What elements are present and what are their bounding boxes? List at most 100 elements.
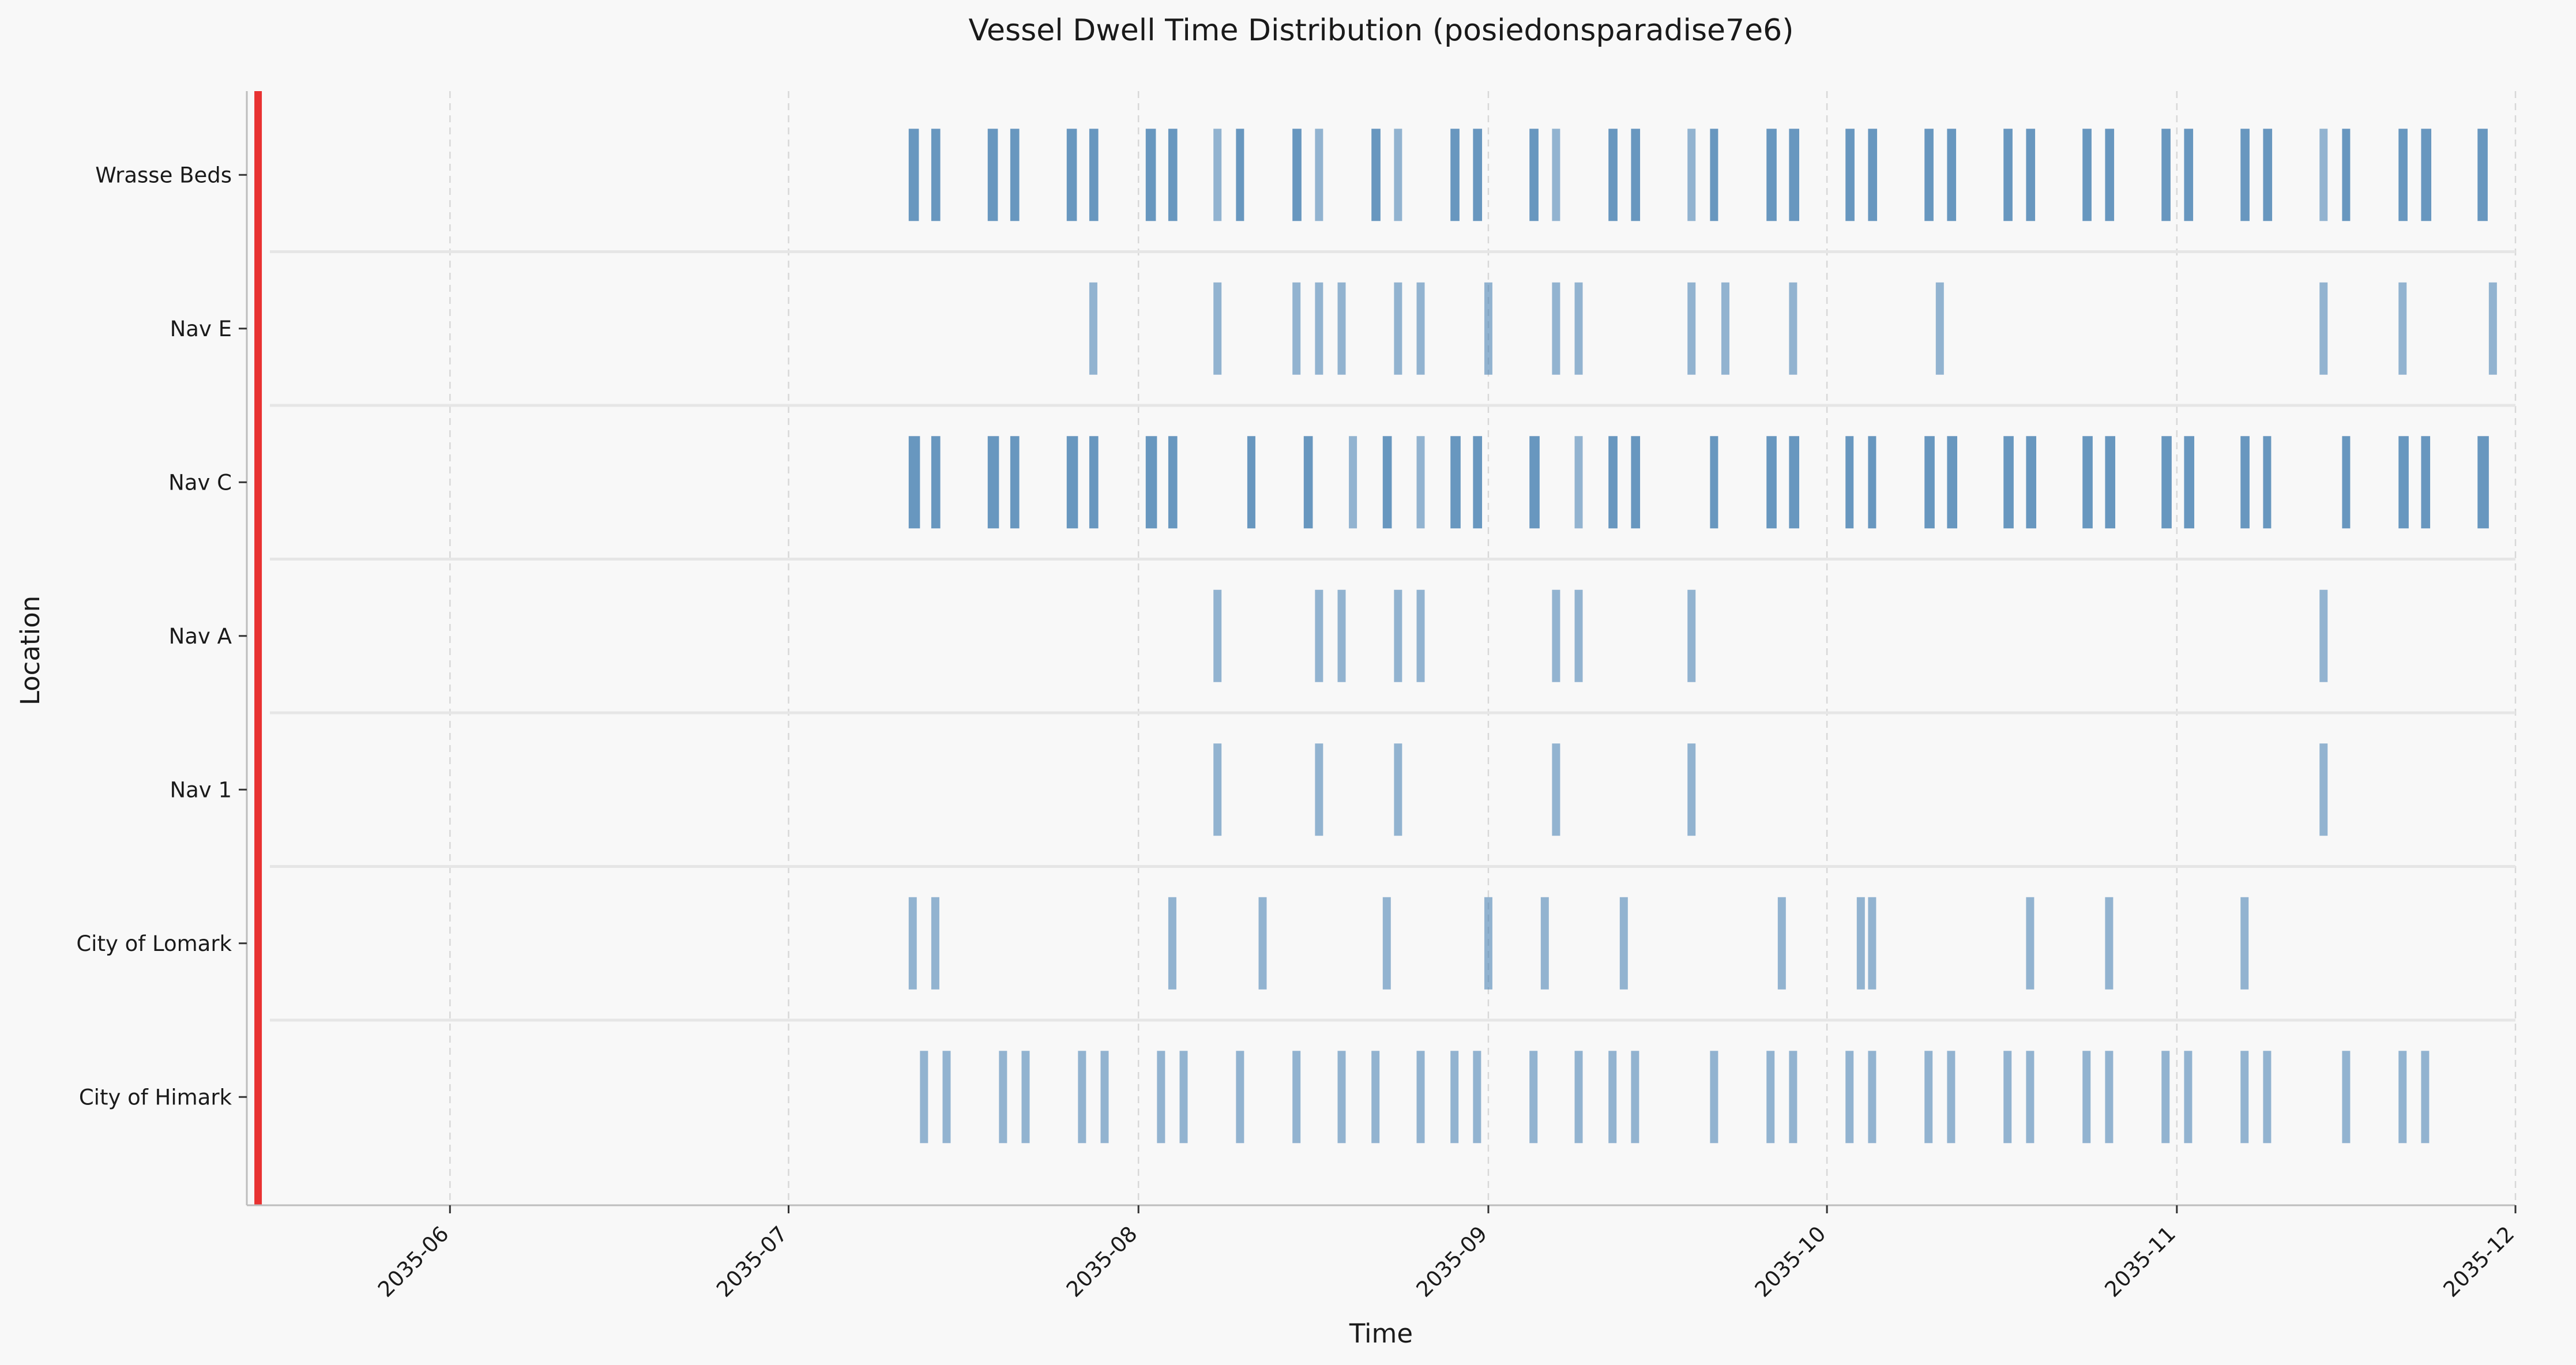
dwell-bar	[1574, 1051, 1583, 1144]
dwell-bar	[2398, 282, 2407, 375]
dwell-bar	[2240, 1051, 2249, 1144]
x-tick-label: 2035-12	[2439, 1221, 2519, 1302]
y-tick-label: Nav A	[169, 624, 232, 649]
dwell-bar	[2184, 436, 2195, 529]
dwell-bar	[1315, 743, 1323, 836]
dwell-bar	[1213, 589, 1222, 682]
dwell-bar	[1924, 1051, 1933, 1144]
dwell-bar	[1789, 282, 1797, 375]
dwell-bar	[1473, 436, 1483, 529]
dwell-bar	[2161, 129, 2171, 221]
dwell-bar	[1540, 897, 1549, 990]
dwell-bar	[1766, 129, 1777, 221]
dwell-bar	[2398, 129, 2408, 221]
dwell-bar	[908, 436, 920, 529]
dwell-bar	[2003, 436, 2014, 529]
dwell-bar	[1529, 1051, 1538, 1144]
dwell-bar	[2082, 129, 2092, 221]
dwell-bar	[1777, 897, 1786, 990]
dwell-bar	[2342, 436, 2351, 529]
x-tick-label: 2035-08	[1062, 1221, 1142, 1302]
dwell-bar	[1845, 129, 1855, 221]
dwell-bar	[1292, 1051, 1301, 1144]
dwell-bar	[2240, 129, 2250, 221]
x-tick-labels: 2035-06 2035-07 2035-08 2035-09 2035-10 2035-…	[373, 1205, 2519, 1302]
dwell-bar	[1258, 897, 1267, 990]
dwell-bar	[2003, 129, 2013, 221]
dwell-bar	[1157, 1051, 1165, 1144]
dwell-bar	[1619, 897, 1628, 990]
dwell-bar	[2026, 897, 2035, 990]
dwell-bar	[1168, 436, 1178, 529]
dwell-bar	[2082, 436, 2093, 529]
dwell-bar	[2263, 1051, 2272, 1144]
axes	[246, 91, 2515, 1206]
dwell-bar	[1315, 282, 1323, 375]
dwell-bar	[1924, 436, 1935, 529]
dwell-bar	[1337, 1051, 1346, 1144]
dwell-bar	[1382, 897, 1391, 990]
dwell-bar	[1236, 129, 1244, 221]
dwell-bar	[1721, 282, 1729, 375]
dwell-bar	[1315, 589, 1323, 682]
dwell-bar	[1766, 436, 1777, 529]
dwell-bar	[1371, 129, 1381, 221]
dwell-bar	[1552, 743, 1560, 836]
dwell-bar	[1010, 129, 1020, 221]
dwell-bar	[1687, 282, 1696, 375]
dwell-bar	[1416, 1051, 1425, 1144]
dwell-bar	[1789, 1051, 1797, 1144]
dwell-bar	[1213, 743, 1222, 836]
dwell-bar	[1529, 129, 1539, 221]
dwell-bar	[1868, 436, 1876, 529]
dwell-bar	[1315, 129, 1323, 221]
y-tick-labels: City of Himark City of Lomark Nav 1 Nav A Na…	[76, 163, 247, 1110]
dwell-bar	[999, 1051, 1007, 1144]
dwell-bar	[1292, 282, 1301, 375]
dwell-bar	[1100, 1051, 1109, 1144]
dwell-bar	[2240, 897, 2249, 990]
dwell-bar	[2105, 1051, 2114, 1144]
dwell-bar	[1710, 1051, 1718, 1144]
y-tick-label: Wrasse Beds	[95, 163, 232, 187]
dwell-bar	[1947, 436, 1958, 529]
dwell-bar	[908, 129, 919, 221]
dwell-bars	[908, 129, 2497, 1144]
dwell-bar	[1292, 129, 1302, 221]
dwell-bar	[1710, 129, 1718, 221]
dwell-bar	[2342, 1051, 2351, 1144]
dwell-bar	[2319, 129, 2328, 221]
dwell-bar	[920, 1051, 928, 1144]
dwell-bar	[1687, 743, 1696, 836]
dwell-bar	[1078, 1051, 1086, 1144]
dwell-bar	[1608, 1051, 1617, 1144]
dwell-bar	[2240, 436, 2250, 529]
dwell-bar	[2161, 436, 2172, 529]
dwell-bar	[2026, 1051, 2035, 1144]
grid-lines	[449, 91, 2517, 1205]
dwell-bar	[1066, 436, 1078, 529]
dwell-bar	[2105, 897, 2114, 990]
dwell-bar	[1168, 129, 1178, 221]
dwell-bar	[1608, 436, 1618, 529]
dwell-bar	[931, 897, 939, 990]
dwell-bar	[987, 436, 999, 529]
dwell-bar	[1145, 129, 1156, 221]
x-tick-label: 2035-09	[1412, 1221, 1492, 1302]
dwell-bar	[1303, 436, 1313, 529]
dwell-bar	[1529, 436, 1540, 529]
dwell-bar	[1574, 282, 1583, 375]
dwell-bar	[1213, 282, 1222, 375]
dwell-bar	[2398, 1051, 2407, 1144]
dwell-bar	[1789, 436, 1799, 529]
dwell-bar	[1552, 129, 1560, 221]
dwell-bar	[1394, 282, 1402, 375]
dwell-bar	[1552, 282, 1560, 375]
dwell-bar	[908, 897, 917, 990]
dwell-bar	[1382, 436, 1392, 529]
dwell-bar	[1450, 129, 1460, 221]
dwell-bar	[2003, 1051, 2012, 1144]
dwell-bar	[1552, 589, 1560, 682]
y-tick-label: Nav C	[168, 470, 232, 495]
dwell-bar	[1089, 129, 1099, 221]
